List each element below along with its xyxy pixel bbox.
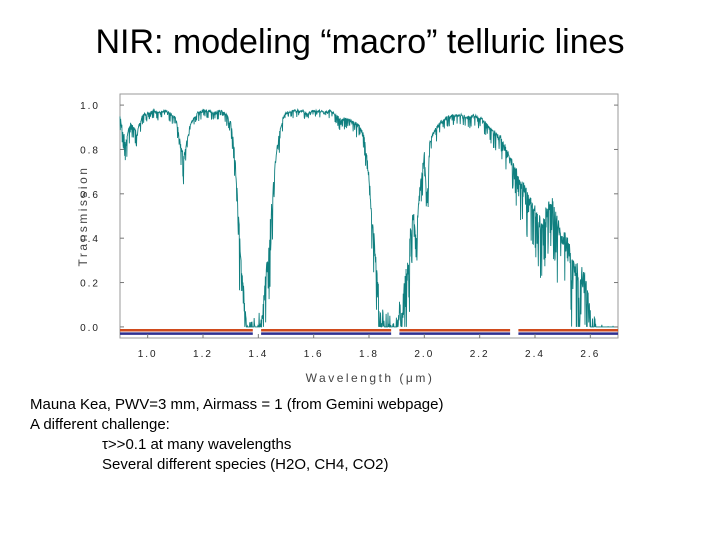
x-tick-label: 2.4 — [525, 349, 545, 360]
x-tick-label: 1.2 — [193, 349, 213, 360]
caption-line-3: τ>>0.1 at many wavelengths — [102, 436, 292, 453]
band-lines — [120, 328, 618, 335]
series-group — [119, 108, 618, 328]
y-ticks: 0.0 0.2 0.4 0.6 0.8 1.0 — [80, 101, 618, 334]
x-tick-label: 2.6 — [580, 349, 600, 360]
x-ticks: 1.0 1.2 1.4 1.6 1.8 2.0 2.2 2.4 2.6 — [138, 334, 600, 360]
y-tick-label: 0.6 — [80, 190, 100, 201]
transmission-chart: 0.0 0.2 0.4 0.6 0.8 1.0 1.0 1.2 1.4 1.6 1.8 2.0 2.2… — [76, 93, 619, 385]
x-tick-label: 2.2 — [470, 349, 490, 360]
x-tick-label: 1.8 — [359, 349, 379, 360]
caption-line-4: Several different species (H2O, CH4, CO2… — [102, 456, 389, 473]
series-line — [119, 108, 618, 328]
y-tick-label: 0.0 — [80, 323, 100, 334]
x-axis-label: Wavelength (μm) — [306, 371, 435, 385]
x-tick-label: 1.0 — [138, 349, 158, 360]
x-tick-label: 1.6 — [304, 349, 324, 360]
slide-title: NIR: modeling “macro” telluric lines — [95, 23, 625, 61]
y-tick-label: 0.4 — [80, 234, 100, 245]
y-axis-label: Transmission — [76, 166, 90, 267]
caption-block: Mauna Kea, PWV=3 mm, Airmass = 1 (from G… — [30, 395, 690, 475]
y-tick-label: 0.2 — [80, 279, 100, 290]
x-tick-label: 2.0 — [414, 349, 434, 360]
caption-line-2: A different challenge: — [30, 416, 170, 433]
plot-frame — [119, 93, 619, 339]
y-tick-label: 1.0 — [80, 101, 100, 112]
x-tick-label: 1.4 — [248, 349, 268, 360]
y-tick-label: 0.8 — [80, 145, 100, 156]
caption-line-1: Mauna Kea, PWV=3 mm, Airmass = 1 (from G… — [30, 396, 444, 413]
